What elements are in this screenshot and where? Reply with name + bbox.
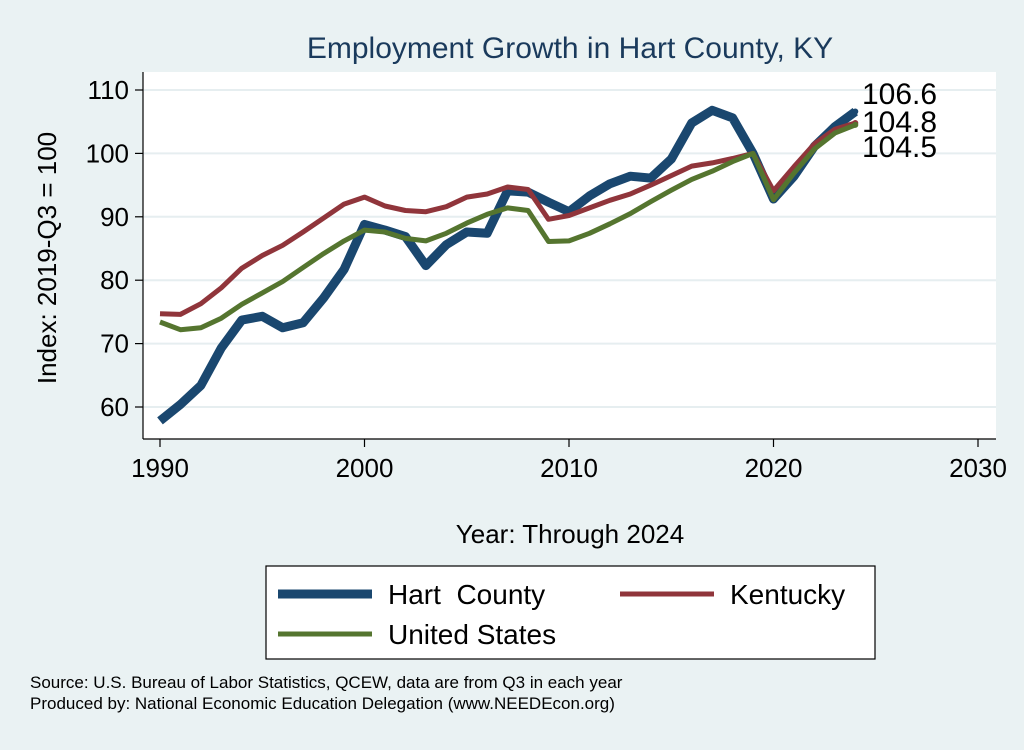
end-marker (852, 108, 859, 115)
y-axis-ticks: 60 70 80 90 100 110 (86, 75, 143, 422)
x-tick-label: 2020 (745, 453, 803, 483)
series-line-united-states (159, 122, 857, 333)
series-line-hart-county (157, 105, 858, 425)
end-marker (852, 121, 859, 128)
x-tick-label: 2010 (540, 453, 598, 483)
chart-title: Employment Growth in Hart County, KY (307, 32, 833, 65)
y-tick-label: 70 (100, 329, 129, 359)
end-value-label: 106.6 (862, 78, 937, 111)
legend-label: Kentucky (730, 579, 845, 610)
x-tick-label: 2030 (949, 453, 1007, 483)
source-note: Source: U.S. Bureau of Labor Statistics,… (30, 673, 623, 692)
legend: Hart County Kentucky United States (265, 565, 876, 660)
y-axis-label: Index: 2019-Q3 = 100 (32, 132, 62, 384)
y-tick-label: 110 (88, 75, 129, 105)
plot-area (143, 72, 996, 439)
legend-label: United States (388, 619, 556, 650)
series-lines (157, 105, 858, 425)
end-value-label: 104.8 (862, 106, 937, 139)
producer-note: Produced by: National Economic Education… (30, 694, 615, 713)
y-tick-label: 60 (100, 392, 129, 422)
x-tick-label: 1990 (131, 453, 189, 483)
legend-label: Hart County (388, 579, 545, 610)
end-value-label: 104.5 (862, 131, 937, 164)
x-axis-ticks: 1990 2000 2010 2020 2030 (131, 439, 1007, 483)
y-tick-label: 80 (100, 265, 129, 295)
x-axis-label: Year: Through 2024 (456, 519, 684, 549)
y-tick-label: 100 (86, 138, 129, 168)
legend-box (265, 565, 876, 660)
x-tick-label: 2000 (336, 453, 394, 483)
y-tick-label: 90 (100, 202, 129, 232)
